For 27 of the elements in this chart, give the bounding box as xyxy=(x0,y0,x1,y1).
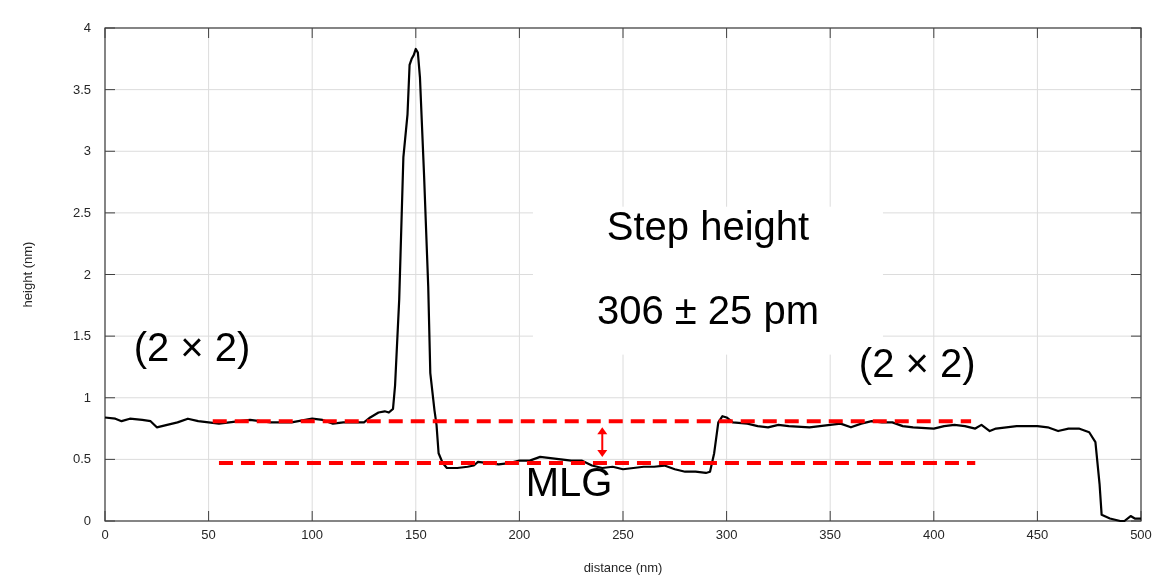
x-tick-label: 300 xyxy=(715,527,738,542)
annotation: 306 ± 25 pm xyxy=(596,287,819,332)
x-tick-label: 450 xyxy=(1026,527,1049,542)
x-axis-title: distance (nm) xyxy=(583,560,663,575)
annotation: Step height xyxy=(606,203,810,248)
x-tick-label: 250 xyxy=(612,527,634,542)
x-tick-label: 200 xyxy=(508,527,531,542)
y-tick-label: 0 xyxy=(83,513,91,528)
x-tick-label: 100 xyxy=(301,527,324,542)
y-tick-label: 3 xyxy=(83,143,91,159)
annotation: MLG xyxy=(525,460,613,505)
x-tick-label: 150 xyxy=(404,527,427,542)
annotation: (2 × 2) xyxy=(858,340,976,385)
y-tick-label: 2.5 xyxy=(72,204,91,220)
y-tick-label: 0.5 xyxy=(72,451,91,467)
x-tick-label: 400 xyxy=(922,527,945,542)
x-tick-label: 50 xyxy=(201,527,216,542)
annotation: (2 × 2) xyxy=(133,324,251,369)
y-tick-label: 2 xyxy=(83,266,91,282)
x-tick-label: 350 xyxy=(819,527,842,542)
x-tick-label: 500 xyxy=(1130,527,1152,542)
y-tick-label: 4 xyxy=(83,20,91,35)
y-tick-label: 1.5 xyxy=(72,328,91,344)
x-tick-label: 0 xyxy=(101,527,109,542)
y-tick-label: 3.5 xyxy=(72,81,91,97)
y-tick-label: 1 xyxy=(83,389,91,405)
y-axis-title: height (nm) xyxy=(20,241,35,308)
